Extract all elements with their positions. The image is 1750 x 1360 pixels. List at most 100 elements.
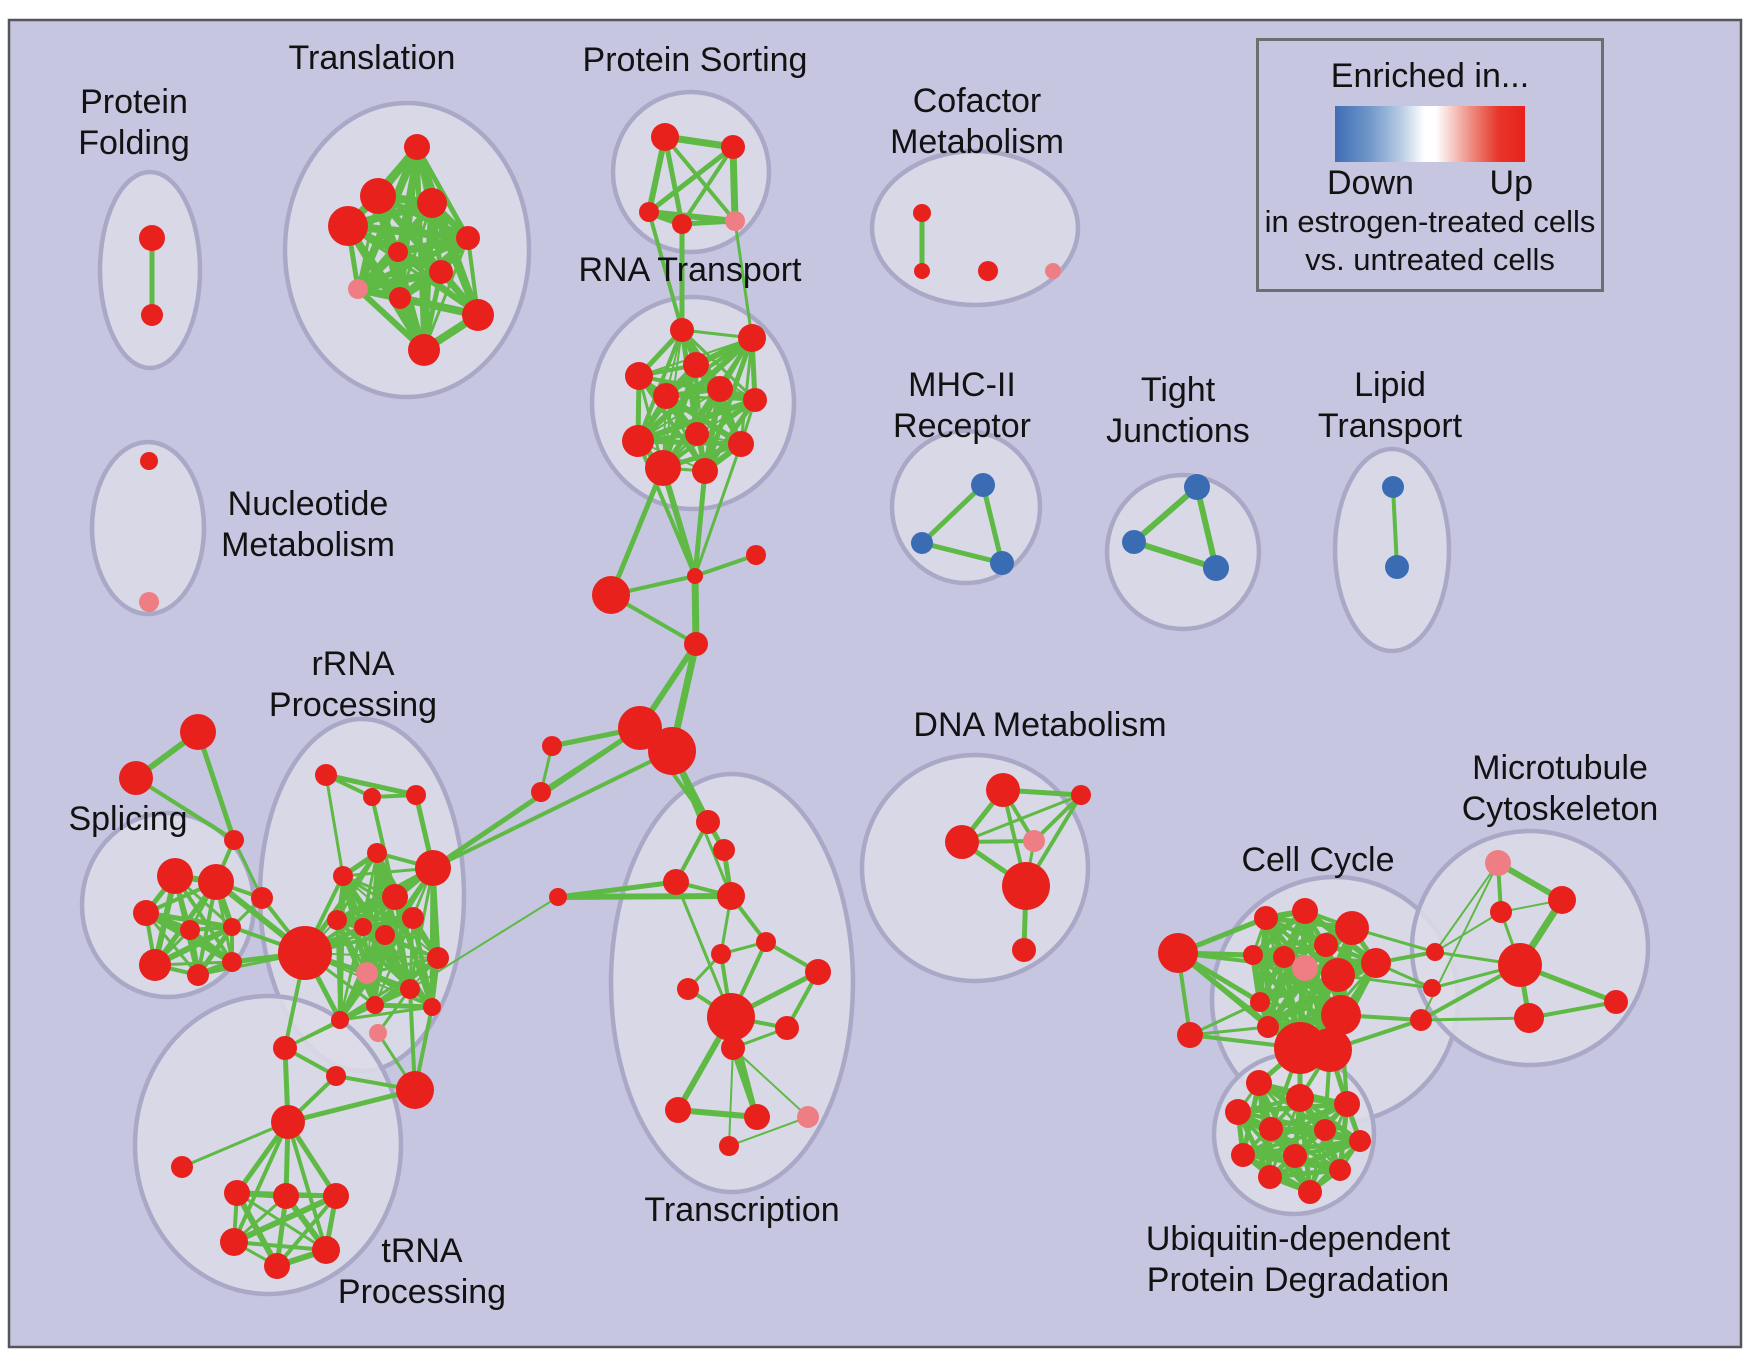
node-rt4[interactable] xyxy=(707,376,733,402)
node-cf2[interactable] xyxy=(978,261,998,281)
node-cy4[interactable] xyxy=(1314,933,1338,957)
node-t15[interactable] xyxy=(719,1136,739,1156)
node-rr6[interactable] xyxy=(251,887,273,909)
node-t10[interactable] xyxy=(775,1016,799,1040)
node-cy2[interactable] xyxy=(1292,898,1318,924)
node-tn3[interactable] xyxy=(273,1183,299,1209)
node-ps3[interactable] xyxy=(672,214,692,234)
node-cy8[interactable] xyxy=(1321,958,1355,992)
node-th[interactable] xyxy=(271,1105,305,1139)
node-t5[interactable] xyxy=(756,932,776,952)
node-tj2[interactable] xyxy=(1203,555,1229,581)
node-ub0[interactable] xyxy=(1246,1070,1272,1096)
node-c6[interactable] xyxy=(542,736,562,756)
node-sp0[interactable] xyxy=(180,714,216,750)
node-tn7[interactable] xyxy=(264,1253,290,1279)
node-tr1[interactable] xyxy=(360,178,396,214)
node-t7[interactable] xyxy=(677,978,699,1000)
node-mh1[interactable] xyxy=(911,532,933,554)
node-cy5[interactable] xyxy=(1243,945,1263,965)
node-ub11[interactable] xyxy=(1298,1180,1322,1204)
node-tr2[interactable] xyxy=(417,188,447,218)
node-rt7[interactable] xyxy=(622,425,654,457)
node-ps1[interactable] xyxy=(721,135,745,159)
node-t11[interactable] xyxy=(721,1036,745,1060)
node-rt5[interactable] xyxy=(653,383,679,409)
node-cf0[interactable] xyxy=(913,204,931,222)
node-ub5[interactable] xyxy=(1314,1119,1336,1141)
node-ub3[interactable] xyxy=(1225,1099,1251,1125)
node-rt9[interactable] xyxy=(728,431,754,457)
node-tn5[interactable] xyxy=(220,1228,248,1256)
node-rr0[interactable] xyxy=(315,764,337,786)
node-rt3[interactable] xyxy=(625,362,653,390)
node-t8[interactable] xyxy=(805,959,831,985)
node-mt2[interactable] xyxy=(1490,901,1512,923)
node-tr7[interactable] xyxy=(348,279,368,299)
node-rr20[interactable] xyxy=(369,1024,387,1042)
node-lt1[interactable] xyxy=(1385,555,1409,579)
node-t6[interactable] xyxy=(711,944,731,964)
node-sp9[interactable] xyxy=(187,964,209,986)
node-cy3[interactable] xyxy=(1335,911,1369,945)
node-tr0[interactable] xyxy=(404,134,430,160)
node-dm3[interactable] xyxy=(1023,830,1045,852)
node-c3[interactable] xyxy=(684,632,708,656)
node-nu0[interactable] xyxy=(140,452,158,470)
node-mt5[interactable] xyxy=(1423,979,1441,997)
node-rt10[interactable] xyxy=(645,450,681,486)
node-tn6[interactable] xyxy=(312,1236,340,1264)
node-ub6[interactable] xyxy=(1349,1130,1371,1152)
node-ub1[interactable] xyxy=(1286,1084,1314,1112)
node-tr10[interactable] xyxy=(408,334,440,366)
node-rt11[interactable] xyxy=(692,458,718,484)
node-pf0[interactable] xyxy=(139,225,165,251)
node-rr4[interactable] xyxy=(333,866,353,886)
node-tr5[interactable] xyxy=(388,242,408,262)
node-t0[interactable] xyxy=(696,810,720,834)
node-rr1[interactable] xyxy=(363,788,381,806)
node-cy12[interactable] xyxy=(1177,1022,1203,1048)
node-t9[interactable] xyxy=(707,993,755,1041)
node-sp4[interactable] xyxy=(198,864,234,900)
node-rr13[interactable] xyxy=(400,979,420,999)
node-dm2[interactable] xyxy=(945,825,979,859)
node-tn2[interactable] xyxy=(224,1180,250,1206)
node-mt3[interactable] xyxy=(1426,943,1444,961)
node-rr15[interactable] xyxy=(423,998,441,1016)
node-ub7[interactable] xyxy=(1231,1143,1255,1167)
node-mt7[interactable] xyxy=(1514,1003,1544,1033)
node-sp10[interactable] xyxy=(222,952,242,972)
node-dm5[interactable] xyxy=(1012,938,1036,962)
node-c0[interactable] xyxy=(687,568,703,584)
node-cy7[interactable] xyxy=(1292,955,1318,981)
node-c7[interactable] xyxy=(531,782,551,802)
node-tr8[interactable] xyxy=(389,287,411,309)
node-sp6[interactable] xyxy=(180,920,200,940)
node-mt6[interactable] xyxy=(1410,1009,1432,1031)
node-cy15[interactable] xyxy=(1308,1028,1352,1072)
node-ps2[interactable] xyxy=(639,202,659,222)
node-rt1[interactable] xyxy=(738,324,766,352)
node-rt0[interactable] xyxy=(670,318,694,342)
node-rr17[interactable] xyxy=(273,1036,297,1060)
node-t2[interactable] xyxy=(663,869,689,895)
node-rr10[interactable] xyxy=(402,907,424,929)
node-c5[interactable] xyxy=(648,727,696,775)
node-sp5[interactable] xyxy=(133,900,159,926)
node-sp7[interactable] xyxy=(223,918,241,936)
node-dm4[interactable] xyxy=(1002,862,1050,910)
node-ub4[interactable] xyxy=(1259,1117,1283,1141)
node-mt0[interactable] xyxy=(1485,850,1511,876)
node-rr12[interactable] xyxy=(356,962,378,984)
node-rt8[interactable] xyxy=(685,422,709,446)
node-rt6[interactable] xyxy=(743,388,767,412)
node-t14[interactable] xyxy=(797,1106,819,1128)
node-t4[interactable] xyxy=(549,888,567,906)
node-lt0[interactable] xyxy=(1382,476,1404,498)
node-ub8[interactable] xyxy=(1283,1144,1307,1168)
node-t3[interactable] xyxy=(717,882,745,910)
node-sp1[interactable] xyxy=(119,761,153,795)
node-ub2[interactable] xyxy=(1334,1091,1360,1117)
node-tr3[interactable] xyxy=(328,206,368,246)
